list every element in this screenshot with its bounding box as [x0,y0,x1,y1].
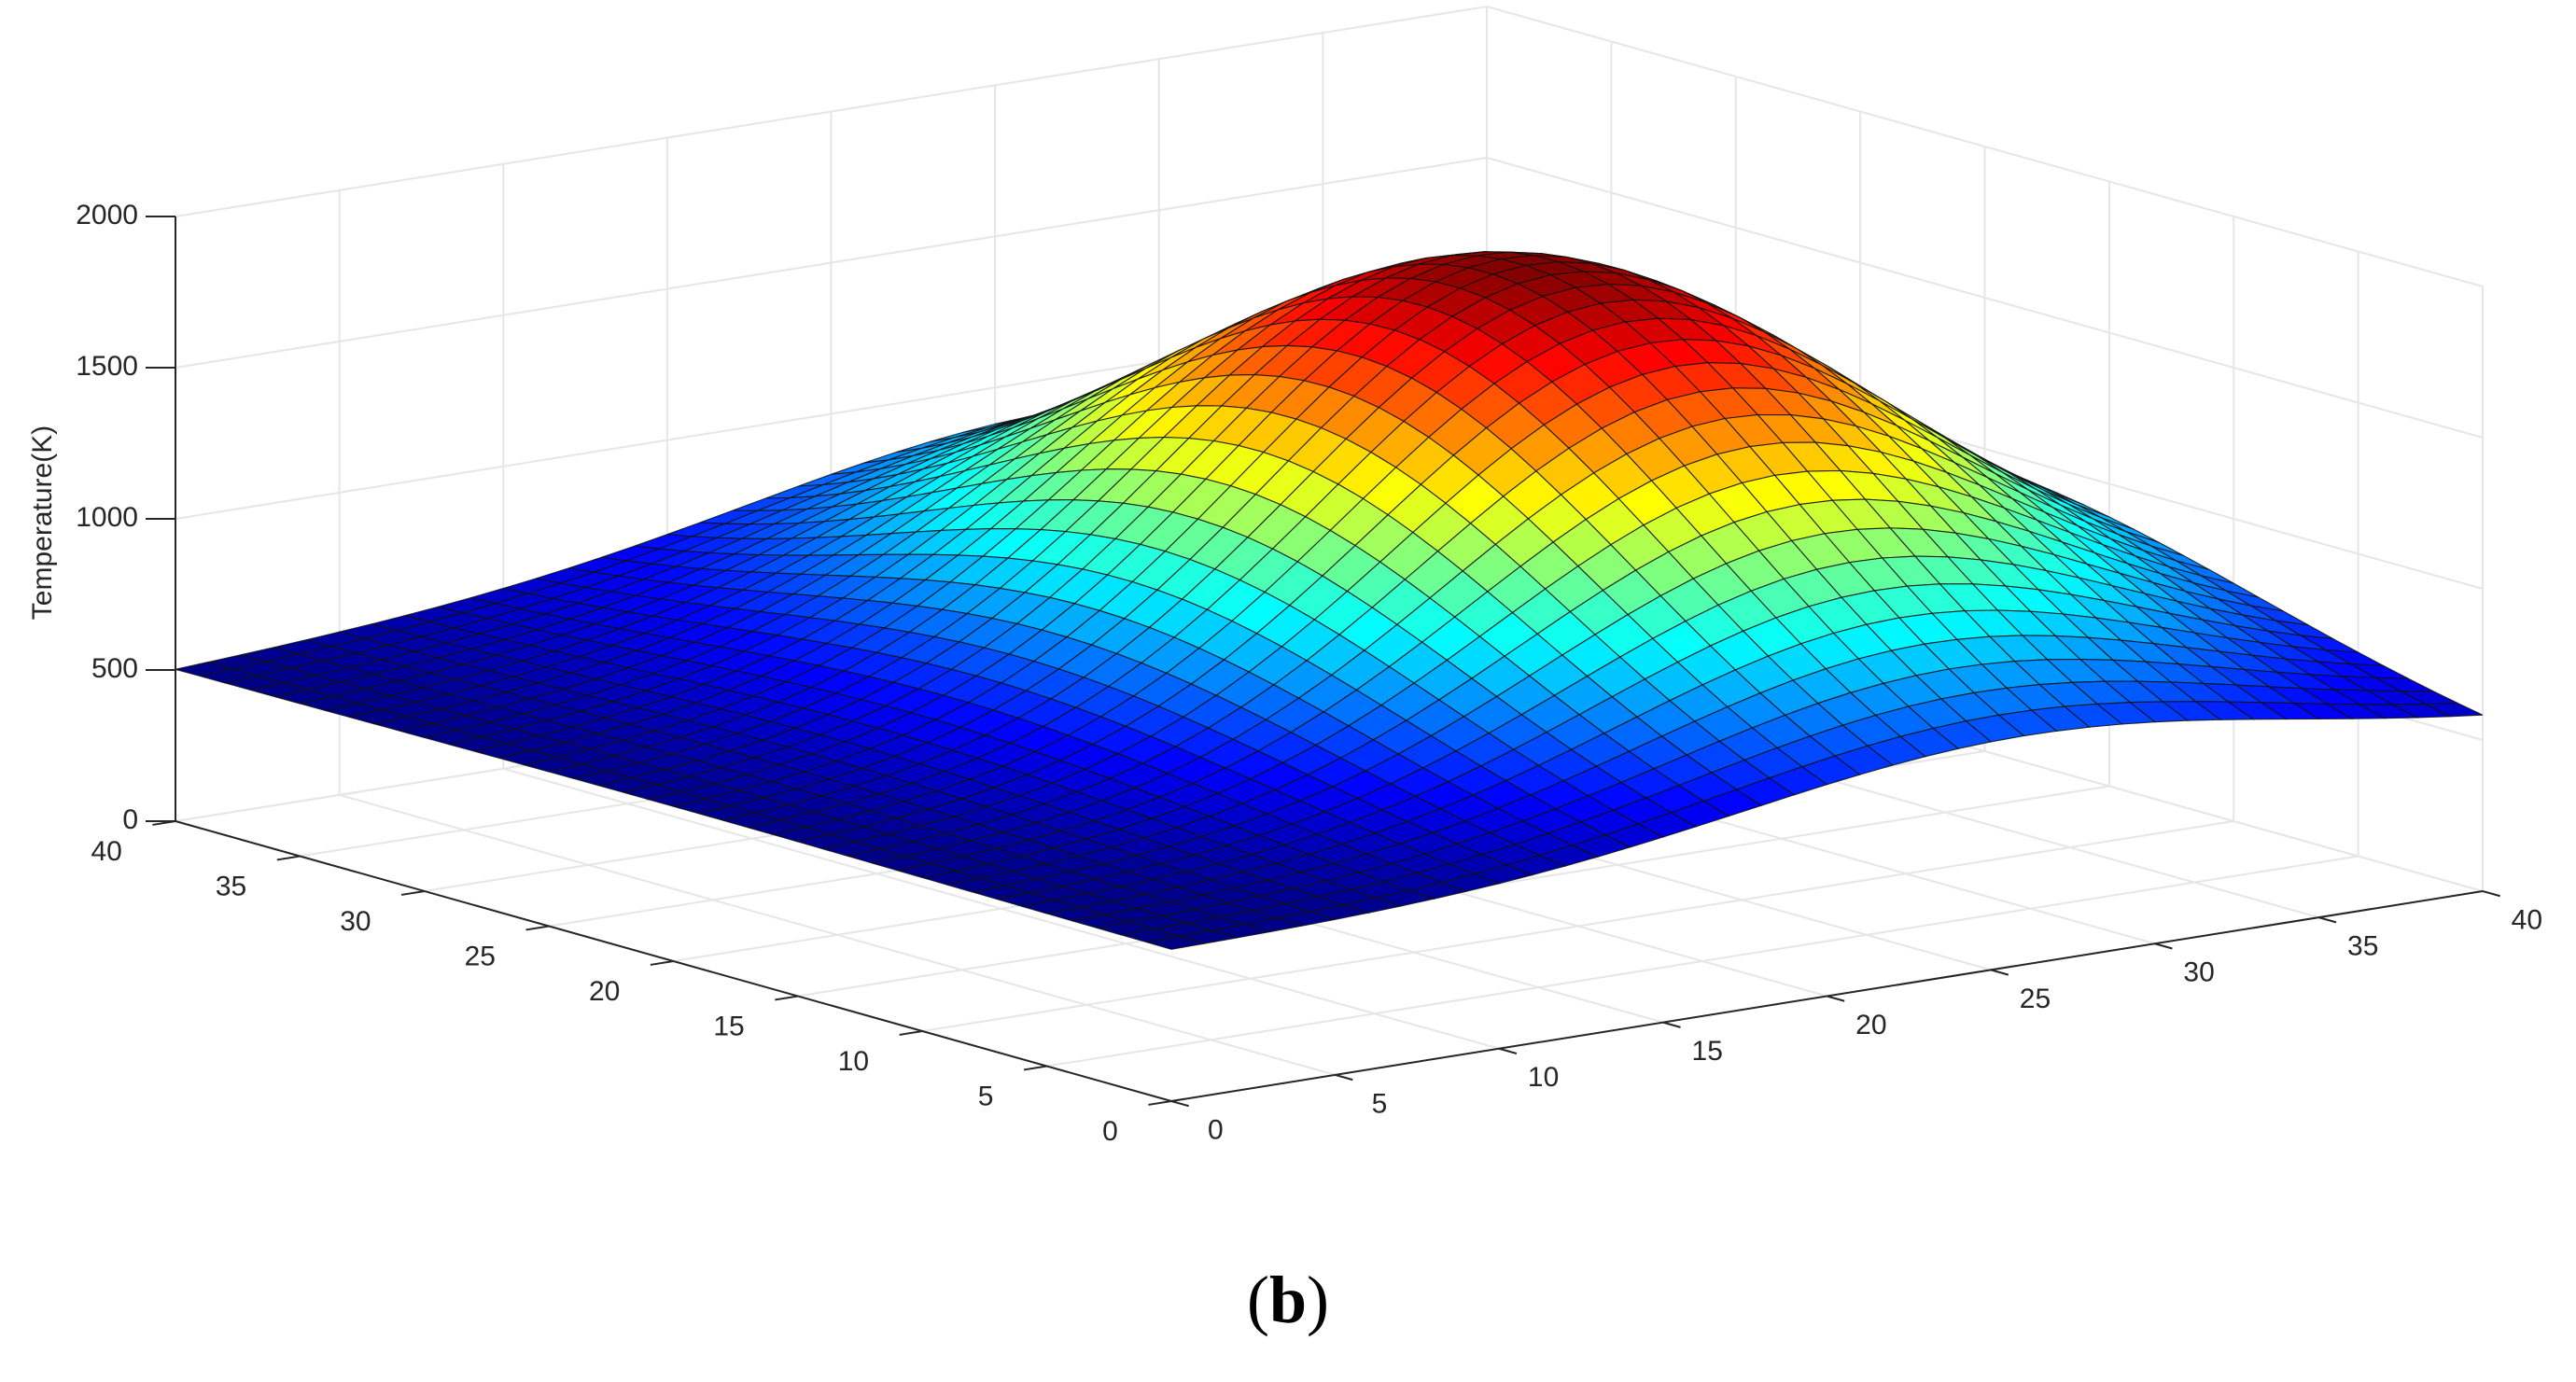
x-tick-label: 40 [2512,904,2542,935]
x-tick-label: 0 [1208,1114,1224,1145]
x-tick-label: 10 [1528,1062,1559,1093]
surface-patch [1146,935,1205,950]
floor-gridline [1046,855,2359,1068]
x-tick-label: 25 [2020,984,2051,1014]
z-axis-label: Temperature(K) [27,426,58,620]
x-tick-mark [2154,942,2173,950]
y-tick-label: 35 [216,871,246,901]
x-tick-label: 5 [1372,1088,1388,1119]
y-tick-mark [650,960,674,966]
wall-gridline [175,157,1488,369]
panel-label: (b) [1246,1263,1329,1337]
axis-lines [146,216,2500,1108]
x-tick-mark [1335,1073,1353,1082]
y-tick-label: 10 [838,1046,869,1077]
x-tick-label: 15 [1692,1036,1723,1067]
y-tick-label: 15 [713,1011,744,1041]
panel-letter: b [1268,1263,1308,1337]
y-tick-mark [775,995,799,1001]
wall-gridline [1486,6,2484,287]
z-tick-label: 500 [91,653,138,684]
tick-labels: 0510152025303540051015202530354005001000… [76,200,2542,1147]
y-tick-label: 5 [978,1081,994,1111]
x-tick-mark [1498,1047,1518,1054]
x-tick-mark [1662,1021,1681,1028]
y-tick-mark [401,890,425,896]
z-tick-label: 0 [122,804,138,835]
z-tick-label: 1500 [76,351,138,382]
x-tick-mark [1170,1100,1189,1108]
floor-gridline [922,820,2234,1032]
wall-gridline [175,6,1488,217]
z-tick-label: 2000 [76,200,138,230]
z-tick-label: 1000 [76,502,138,533]
y-tick-label: 0 [1102,1116,1118,1147]
y-tick-mark [1148,1100,1172,1106]
y-tick-mark [276,855,301,861]
x-tick-label: 30 [2183,957,2214,988]
x-tick-mark [2482,890,2500,898]
x-tick-mark [1827,995,1845,1002]
y-tick-label: 40 [91,836,121,867]
y-tick-mark [899,1030,923,1036]
y-tick-mark [1023,1065,1047,1071]
x-tick-mark [1990,969,2009,976]
y-tick-label: 25 [465,941,496,971]
x-tick-label: 20 [1855,1010,1886,1040]
y-tick-mark [525,925,550,931]
wall-gridline [1486,157,2484,439]
x-tick-mark [2318,916,2337,924]
y-tick-label: 30 [340,906,371,937]
x-tick-label: 35 [2347,931,2378,962]
y-tick-label: 20 [589,976,620,1007]
temperature-surface [175,251,2484,950]
